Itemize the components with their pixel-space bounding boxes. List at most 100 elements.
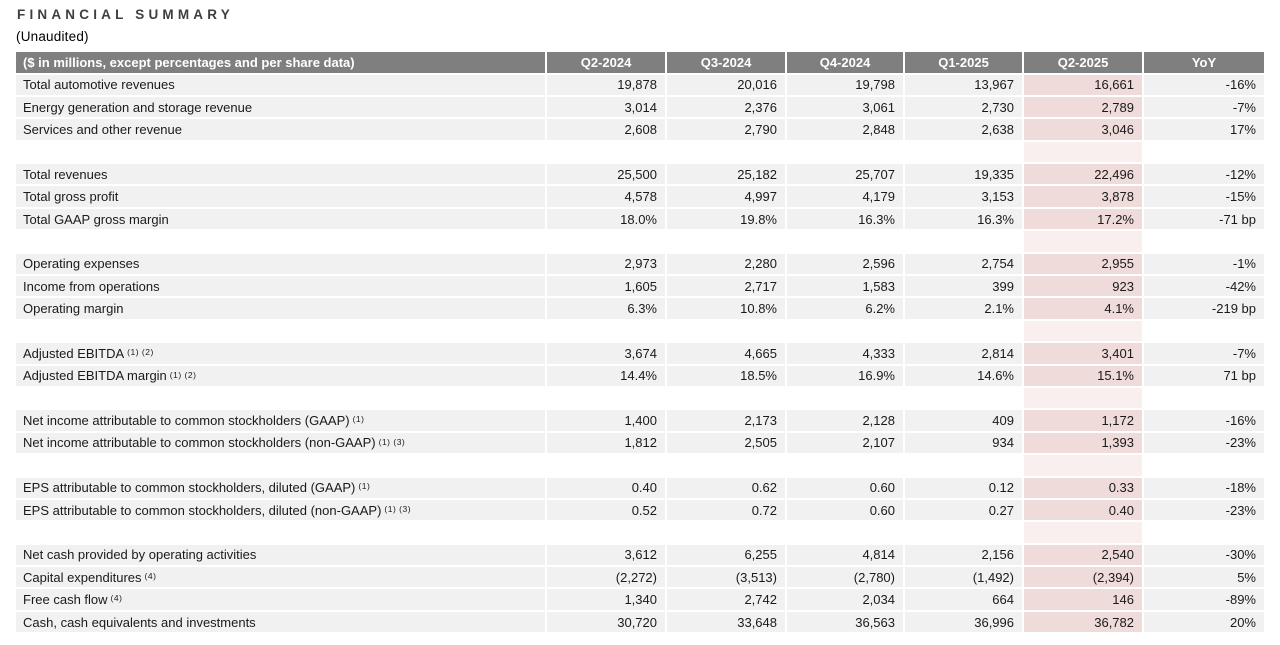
cell-yoy: -71 bp	[1144, 208, 1264, 230]
cell-yoy: 17%	[1144, 119, 1264, 140]
cell-value: 16.3%	[787, 208, 903, 230]
cell-value: (1,492)	[905, 567, 1022, 588]
cell-value: 1,393	[1024, 432, 1142, 454]
cell-value: 934	[905, 432, 1022, 454]
cell-value: 0.62	[667, 477, 785, 498]
row-footnote-ref: (4)	[110, 593, 123, 604]
row-label: Net income attributable to common stockh…	[16, 432, 545, 454]
spacer-cell	[547, 321, 665, 341]
cell-yoy: -12%	[1144, 164, 1264, 185]
spacer-cell	[667, 388, 785, 408]
cell-value: 2,848	[787, 119, 903, 140]
cell-value: 4,814	[787, 544, 903, 566]
cell-value: 1,583	[787, 276, 903, 297]
cell-value: 664	[905, 589, 1022, 610]
header-units-label: ($ in millions, except percentages and p…	[16, 52, 545, 73]
spacer-cell	[787, 231, 903, 251]
cell-value: 18.5%	[667, 365, 785, 386]
cell-value: 146	[1024, 589, 1142, 610]
spacer-cell	[667, 522, 785, 542]
cell-value: 2,505	[667, 432, 785, 454]
spacer-cell	[547, 231, 665, 251]
cell-value: 30,720	[547, 611, 665, 633]
cell-value: 20,016	[667, 74, 785, 95]
spacer-cell	[667, 455, 785, 475]
cell-value: (2,272)	[547, 567, 665, 588]
spacer-cell	[905, 142, 1022, 162]
cell-value: 3,014	[547, 96, 665, 118]
row-footnote-ref: (1) (2)	[169, 369, 197, 380]
cell-value: 2.1%	[905, 298, 1022, 319]
cell-value: 22,496	[1024, 164, 1142, 185]
row-footnote-ref: (4)	[144, 571, 157, 582]
cell-value: 3,061	[787, 96, 903, 118]
table-row: Total automotive revenues 19,878 20,016 19,…	[16, 74, 1264, 95]
cell-value: 3,612	[547, 544, 665, 566]
spacer-cell	[1024, 455, 1142, 476]
row-label-text: Cash, cash equivalents and investments	[23, 614, 256, 630]
spacer-cell	[1024, 141, 1142, 163]
cell-value: 19.8%	[667, 208, 785, 230]
cell-value: 6.3%	[547, 298, 665, 319]
row-label-text: EPS attributable to common stockholders,…	[23, 480, 356, 496]
page-title: FINANCIAL SUMMARY	[17, 7, 234, 22]
row-label: Capital expenditures (4)	[16, 567, 545, 588]
cell-yoy: -30%	[1144, 544, 1264, 566]
row-label: Cash, cash equivalents and investments	[16, 611, 545, 633]
cell-value: 16,661	[1024, 74, 1142, 95]
cell-value: 4,665	[667, 343, 785, 364]
row-label-text: Total revenues	[23, 166, 108, 182]
cell-yoy: 5%	[1144, 567, 1264, 588]
cell-value: 16.9%	[787, 365, 903, 386]
row-label: Adjusted EBITDA (1) (2)	[16, 343, 545, 364]
cell-yoy: -1%	[1144, 253, 1264, 275]
spacer-cell	[787, 142, 903, 162]
section-spacer-row	[16, 320, 1264, 342]
cell-value: 3,878	[1024, 186, 1142, 207]
cell-value: 4.1%	[1024, 298, 1142, 319]
row-label: Operating expenses	[16, 253, 545, 275]
table-row: Total GAAP gross margin 18.0% 19.8% 16.3% 16…	[16, 208, 1264, 230]
cell-value: 25,500	[547, 164, 665, 185]
row-label: Services and other revenue	[16, 119, 545, 140]
header-column-q1-2025: Q1-2025	[905, 52, 1022, 73]
cell-yoy: -7%	[1144, 343, 1264, 364]
cell-value: 1,400	[547, 410, 665, 431]
spacer-cell	[667, 231, 785, 251]
page-subtitle: (Unaudited)	[16, 29, 89, 44]
row-label: Income from operations	[16, 276, 545, 297]
cell-value: 923	[1024, 276, 1142, 297]
cell-value: 2,717	[667, 276, 785, 297]
row-label: EPS attributable to common stockholders,…	[16, 499, 545, 521]
cell-value: 2,790	[667, 119, 785, 140]
cell-value: 36,996	[905, 611, 1022, 633]
cell-value: 2,638	[905, 119, 1022, 140]
cell-yoy: -42%	[1144, 276, 1264, 297]
cell-value: 2,608	[547, 119, 665, 140]
spacer-cell	[547, 388, 665, 408]
table-row: Adjusted EBITDA (1) (2) 3,674 4,665 4,333 2,8…	[16, 343, 1264, 364]
spacer-cell	[905, 455, 1022, 475]
row-label-text: Capital expenditures	[23, 569, 142, 585]
table-row: Services and other revenue 2,608 2,790 2,84…	[16, 119, 1264, 140]
cell-value: 2,754	[905, 253, 1022, 275]
row-footnote-ref: (1) (2)	[127, 347, 154, 358]
cell-yoy: -7%	[1144, 96, 1264, 118]
row-label: Net cash provided by operating activitie…	[16, 544, 545, 566]
cell-value: 2,814	[905, 343, 1022, 364]
row-footnote-ref: (1) (3)	[378, 436, 406, 447]
cell-value: 399	[905, 276, 1022, 297]
row-footnote-ref: (1)	[358, 481, 371, 492]
cell-value: 1,605	[547, 276, 665, 297]
cell-yoy: -15%	[1144, 186, 1264, 207]
cell-value: 3,046	[1024, 119, 1142, 140]
cell-value: 10.8%	[667, 298, 785, 319]
cell-value: 16.3%	[905, 208, 1022, 230]
spacer-cell	[787, 455, 903, 475]
cell-value: 0.12	[905, 477, 1022, 498]
spacer-cell	[787, 522, 903, 542]
cell-value: 2,173	[667, 410, 785, 431]
row-footnote-ref: (1) (3)	[384, 503, 412, 514]
section-spacer-row	[16, 387, 1264, 409]
cell-value: 2,280	[667, 253, 785, 275]
